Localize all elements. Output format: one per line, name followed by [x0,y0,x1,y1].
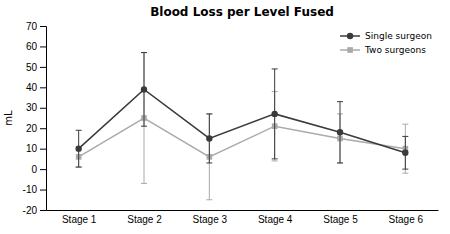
legend-item: Two surgeons [340,45,426,55]
error-bar [402,124,408,173]
error-bar [206,114,212,163]
x-axis-line [47,210,439,211]
series [76,53,409,200]
x-tick-label: Stage 6 [389,214,424,225]
legend-label: Two surgeons [364,45,426,55]
plot: -20-10010203040506070Stage 1Stage 2Stage… [23,21,439,225]
marks [75,53,408,200]
legend-marker [347,33,353,39]
error-bar [141,53,147,127]
y-tick: 60 [26,41,46,52]
x-tick-label: Stage 5 [323,214,358,225]
y-axis-line [40,27,47,211]
legend: Single surgeon Two surgeons [340,31,432,55]
y-tick-mark [40,210,46,211]
series [75,53,408,170]
y-axis: -20 -10 0 10 20 30 40 50 60 70 [23,21,47,216]
x-tick-label: Stage 2 [127,214,162,225]
y-tick: 70 [26,21,46,32]
y-tick-mark [40,26,46,27]
y-tick: 10 [26,143,46,154]
x-tick: Stage 2 [127,210,162,225]
marker [75,145,81,151]
y-tick: 0 [31,164,46,175]
y-tick-mark [40,67,46,68]
y-tick-label: 70 [26,21,38,32]
x-tick: Stage 5 [323,210,358,225]
x-tick-label: Stage 1 [62,214,97,225]
y-tick-label: 30 [26,102,38,113]
x-tick: Stage 4 [258,210,293,225]
y-tick-mark [40,128,46,129]
error-bar [272,69,278,159]
y-tick-label: 50 [26,62,38,73]
marker [402,150,408,156]
y-tick-label: 60 [26,41,38,52]
x-tick-label: Stage 4 [258,214,293,225]
error-bar [337,102,343,163]
x-tick: Stage 1 [62,210,97,225]
x-tick-label: Stage 3 [193,214,228,225]
error-bar [141,53,147,184]
y-tick: 50 [26,62,46,73]
y-tick-mark [40,108,46,109]
y-tick-label: 40 [26,82,38,93]
line [79,89,406,152]
y-tick-mark [40,46,46,47]
x-tick: Stage 3 [193,210,228,225]
y-tick-label: -10 [23,184,38,195]
error-bar [402,136,408,169]
y-tick: -10 [23,184,46,195]
legend-label: Single surgeon [365,31,432,41]
legend-marker [347,47,353,53]
y-tick-label: -20 [23,205,38,216]
y-tick-mark [40,190,46,191]
x-axis: Stage 1 Stage 2 Stage 3 Stage 4 Stage 5 Stage… [47,210,439,225]
x-tick: Stage 6 [389,210,424,225]
y-tick: 20 [26,123,46,134]
y-tick-label: 20 [26,123,38,134]
y-tick: -20 [23,205,46,216]
chart: -20-10010203040506070Stage 1Stage 2Stage… [0,0,450,234]
y-tick-label: 0 [31,164,37,175]
marker [141,86,147,92]
marker [271,111,277,117]
error-bar [206,114,212,200]
error-bar [76,130,82,167]
y-axis-title: mL [3,110,14,126]
marker [337,129,343,135]
legend-item: Single surgeon [340,31,432,41]
y-tick-mark [40,149,46,150]
title: Blood Loss per Level Fused [150,5,334,19]
y-tick: 40 [26,82,46,93]
y-tick-mark [40,87,46,88]
y-tick-mark [40,169,46,170]
y-tick: 30 [26,102,46,113]
y-tick-label: 10 [26,143,38,154]
marker [206,135,212,141]
